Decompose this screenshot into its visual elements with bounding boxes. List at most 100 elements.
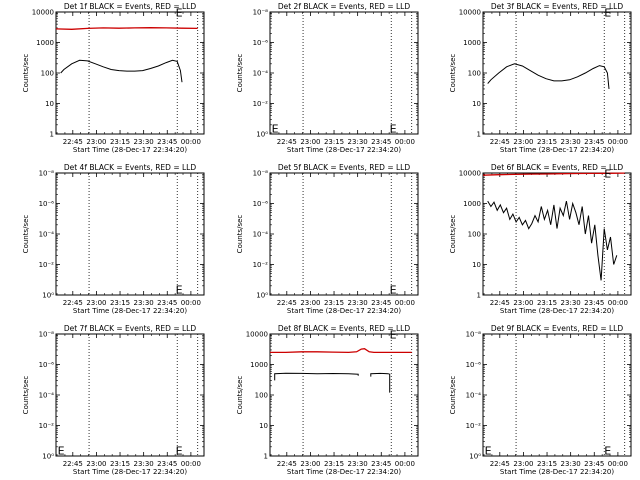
- y-tick-label: 10⁻⁴: [253, 231, 269, 239]
- panel-det-8: Det 8f BLACK = Events, RED = LLD 1 10 100 10…: [236, 324, 419, 476]
- y-tick-label: 10: [45, 100, 54, 108]
- x-tick-label: 23:30: [561, 460, 581, 468]
- y-tick-label: 10⁰: [256, 292, 268, 300]
- y-tick-label: 1000: [463, 200, 481, 208]
- x-tick-label: 23:30: [134, 299, 154, 307]
- flag-label: E: [604, 168, 611, 181]
- y-tick-label: 10⁻⁶: [466, 361, 482, 369]
- x-tick-label: 22:45: [490, 299, 510, 307]
- y-tick-label: 10: [472, 100, 481, 108]
- x-tick-label: 22:45: [63, 138, 83, 146]
- y-axis-label: Counts/sec: [449, 54, 457, 93]
- plot-frame: [482, 11, 632, 135]
- panel-det-2: Det 2f BLACK = Events, RED = LLD 10⁰ 10⁻² 1…: [236, 2, 419, 154]
- x-tick-label: 23:00: [300, 460, 320, 468]
- x-tick-label: 23:15: [537, 299, 557, 307]
- plot-frame: [55, 11, 205, 135]
- panel-det-1: Det 1f BLACK = Events, RED = LLD 1 10 100 10…: [22, 2, 205, 154]
- x-tick-label: 23:00: [86, 138, 106, 146]
- panel-title: Det 8f BLACK = Events, RED = LLD: [278, 324, 411, 333]
- x-tick-label: 23:45: [371, 460, 391, 468]
- y-tick-label: 10⁻⁴: [39, 231, 55, 239]
- x-tick-label: 23:15: [537, 138, 557, 146]
- y-axis-label: Counts/sec: [236, 376, 244, 415]
- x-tick-label: 22:45: [63, 460, 83, 468]
- y-tick-label: 10⁻⁶: [39, 200, 55, 208]
- x-tick-label: 22:45: [277, 460, 297, 468]
- panel-title: Det 6f BLACK = Events, RED = LLD: [491, 163, 624, 172]
- y-tick-label: 10⁻²: [253, 100, 269, 108]
- x-tick-label: 00:00: [608, 299, 628, 307]
- panel-title: Det 4f BLACK = Events, RED = LLD: [64, 163, 197, 172]
- y-tick-label: 1: [50, 131, 54, 139]
- x-tick-label: 23:30: [134, 460, 154, 468]
- flag-label: E: [390, 329, 397, 342]
- y-tick-label: 10000: [459, 170, 481, 178]
- y-tick-label: 10⁰: [42, 453, 54, 461]
- y-tick-label: 10⁰: [42, 292, 54, 300]
- x-axis-label: Start Time (28-Dec-17 22:34:20): [73, 468, 187, 476]
- panel-det-9: Det 9f BLACK = Events, RED = LLD 10⁰ 10⁻² 1…: [449, 324, 632, 476]
- x-tick-label: 23:45: [157, 138, 177, 146]
- x-tick-label: 23:00: [513, 460, 533, 468]
- x-tick-label: 00:00: [395, 299, 415, 307]
- panel-title: Det 7f BLACK = Events, RED = LLD: [64, 324, 197, 333]
- panel-det-7: Det 7f BLACK = Events, RED = LLD 10⁰ 10⁻² 1…: [22, 324, 205, 476]
- x-tick-label: 00:00: [395, 138, 415, 146]
- y-tick-label: 10⁻⁶: [253, 200, 269, 208]
- series-events-line: [487, 200, 618, 281]
- y-axis-label: Counts/sec: [22, 215, 30, 254]
- plot-frame: [269, 11, 419, 135]
- y-tick-label: 10⁻⁸: [253, 170, 269, 178]
- x-tick-label: 23:45: [371, 299, 391, 307]
- y-tick-label: 10⁻⁸: [39, 170, 55, 178]
- y-tick-label: 10000: [246, 331, 268, 339]
- x-tick-label: 23:15: [324, 299, 344, 307]
- flag-label: E: [604, 7, 611, 20]
- panel-det-5: Det 5f BLACK = Events, RED = LLD 10⁰ 10⁻² 1…: [236, 163, 419, 315]
- panel-det-4: Det 4f BLACK = Events, RED = LLD 10⁰ 10⁻² 1…: [22, 163, 205, 315]
- x-tick-label: 23:30: [561, 138, 581, 146]
- plot-frame: [269, 172, 419, 296]
- x-tick-label: 23:00: [86, 299, 106, 307]
- x-tick-label: 23:00: [300, 138, 320, 146]
- x-tick-label: 23:00: [300, 299, 320, 307]
- flag-label: E: [176, 283, 183, 296]
- plot-frame: [482, 333, 632, 457]
- series-lld-line: [482, 172, 625, 176]
- y-tick-label: 10000: [32, 9, 54, 17]
- x-tick-label: 00:00: [395, 460, 415, 468]
- x-tick-label: 23:15: [110, 138, 130, 146]
- x-tick-label: 23:15: [110, 460, 130, 468]
- x-tick-label: 23:45: [584, 460, 604, 468]
- y-tick-label: 1000: [36, 39, 54, 47]
- x-axis-label: Start Time (28-Dec-17 22:34:20): [500, 468, 614, 476]
- x-tick-label: 23:30: [348, 138, 368, 146]
- x-tick-label: 23:00: [86, 460, 106, 468]
- y-tick-label: 10⁻²: [253, 261, 269, 269]
- x-tick-label: 23:30: [134, 138, 154, 146]
- y-tick-label: 10: [472, 261, 481, 269]
- flag-label: E: [176, 7, 183, 20]
- y-tick-label: 1: [477, 131, 481, 139]
- x-tick-label: 00:00: [181, 138, 201, 146]
- series-lld-line: [270, 348, 412, 354]
- y-tick-label: 100: [255, 392, 268, 400]
- series-events-line: [370, 372, 391, 393]
- x-axis-label: Start Time (28-Dec-17 22:34:20): [287, 146, 401, 154]
- y-tick-label: 10⁻⁸: [253, 9, 269, 17]
- panel-det-6: Det 6f BLACK = Events, RED = LLD 1 10 100 10…: [449, 163, 632, 315]
- y-tick-label: 100: [468, 70, 481, 78]
- y-tick-label: 100: [41, 70, 54, 78]
- y-tick-label: 10⁻⁶: [253, 39, 269, 47]
- x-axis-label: Start Time (28-Dec-17 22:34:20): [73, 307, 187, 315]
- y-tick-label: 1: [264, 453, 268, 461]
- panel-title: Det 9f BLACK = Events, RED = LLD: [491, 324, 624, 333]
- x-tick-label: 23:45: [584, 138, 604, 146]
- plot-frame: [55, 172, 205, 296]
- x-tick-label: 23:15: [324, 460, 344, 468]
- y-tick-label: 10⁻²: [39, 261, 55, 269]
- flag-label: E: [58, 444, 65, 457]
- flag-label: E: [390, 122, 397, 135]
